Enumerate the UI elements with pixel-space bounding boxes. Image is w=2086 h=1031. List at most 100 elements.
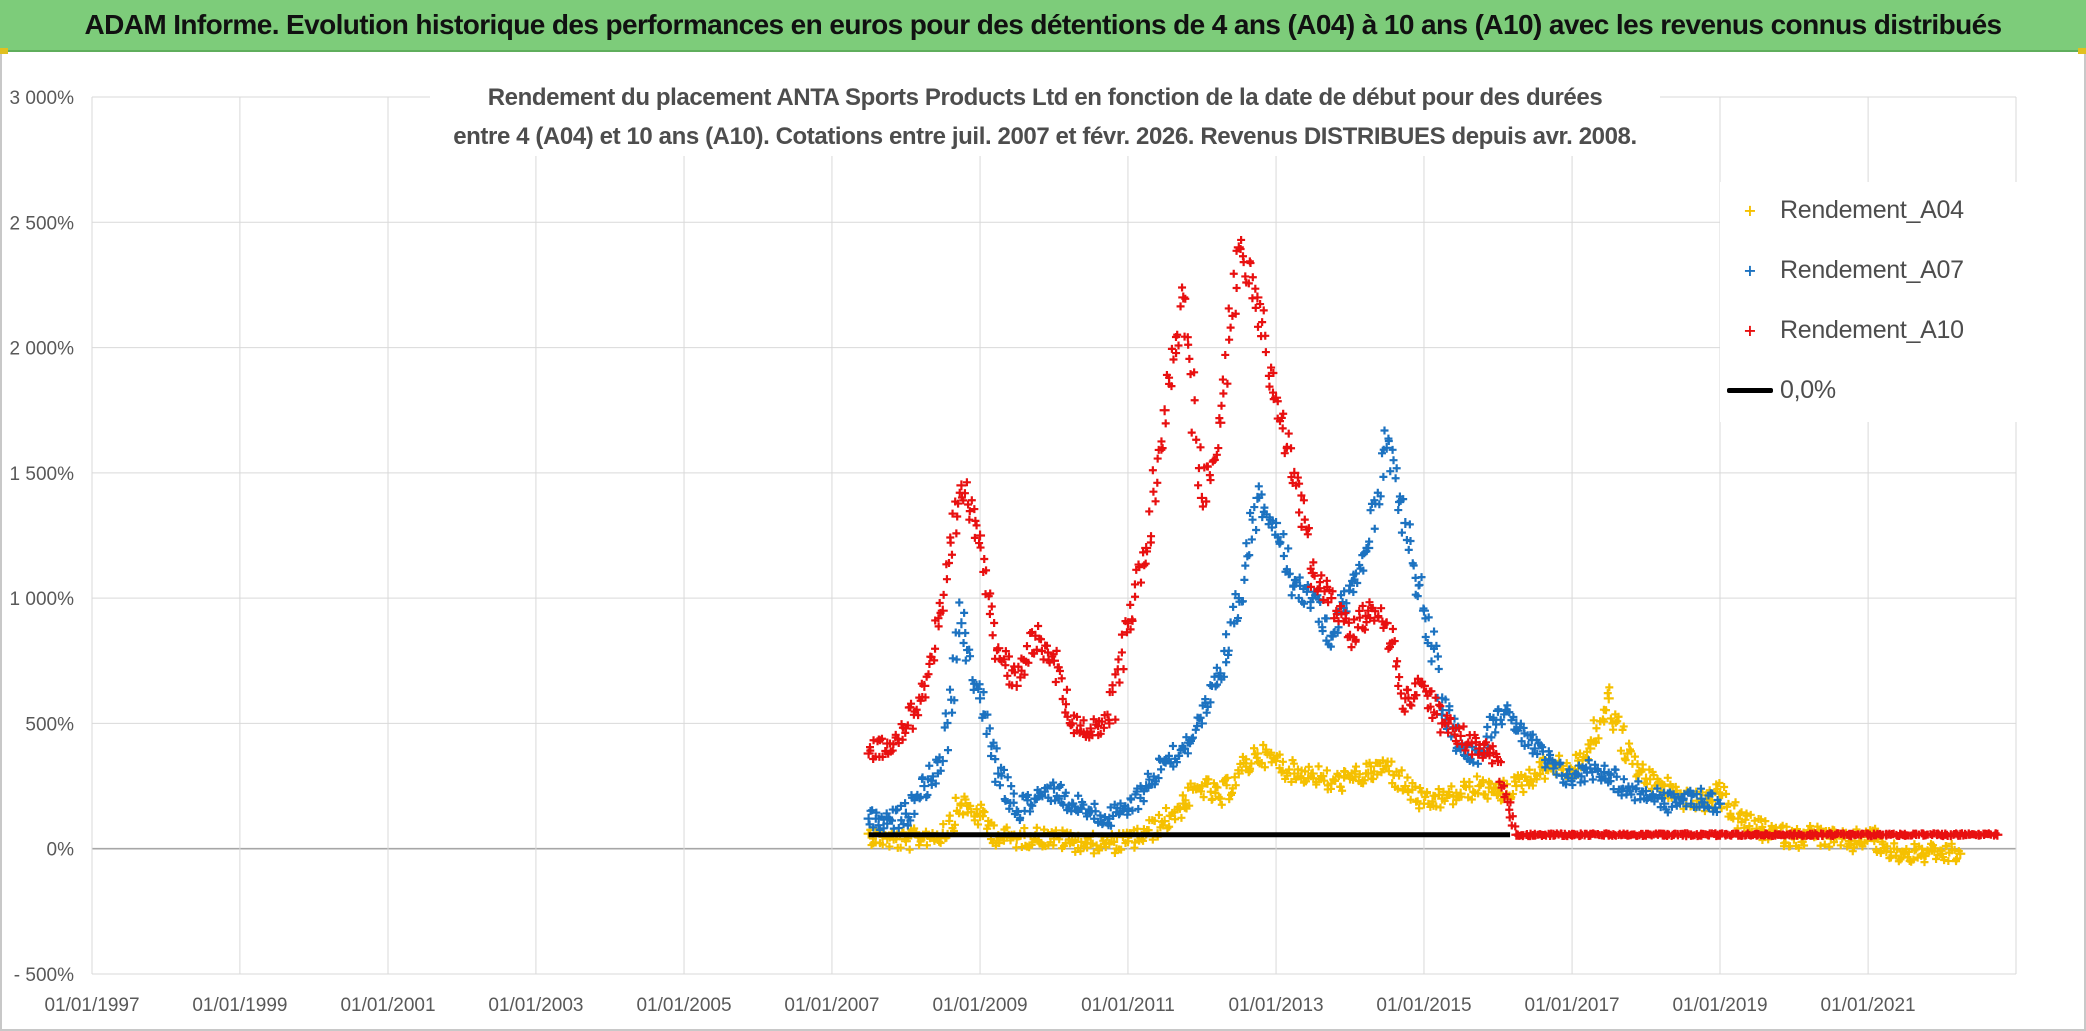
data-point	[1659, 798, 1670, 809]
scatter-mark	[1145, 507, 1154, 516]
scatter-mark	[928, 772, 937, 781]
scatter-mark	[1261, 331, 1270, 340]
scatter-mark	[1344, 618, 1353, 627]
data-point	[1326, 593, 1337, 604]
scatter-mark	[1336, 602, 1345, 611]
scatter-mark	[1638, 760, 1647, 769]
scatter-mark	[1309, 558, 1318, 567]
scatter-mark	[1304, 524, 1313, 533]
data-point	[975, 530, 986, 541]
scatter-mark	[1355, 606, 1364, 615]
scatter-mark	[1214, 444, 1223, 453]
scatter-mark	[1135, 563, 1144, 572]
scatter-mark	[1240, 575, 1249, 584]
scatter-mark	[1225, 335, 1234, 344]
scatter-mark	[1009, 798, 1018, 807]
scatter-mark	[995, 838, 1004, 847]
scatter-mark	[898, 735, 907, 744]
scatter-mark	[1565, 765, 1574, 774]
scatter-mark	[1378, 756, 1387, 765]
scatter-mark	[1258, 318, 1267, 327]
scatter-mark	[979, 806, 988, 815]
data-point	[919, 680, 930, 691]
scatter-mark	[1026, 807, 1035, 816]
scatter-mark	[1876, 849, 1885, 858]
scatter-mark	[1089, 849, 1098, 858]
scatter-mark	[953, 512, 962, 521]
scatter-mark	[1130, 838, 1139, 847]
data-point	[1049, 783, 1059, 794]
scatter-mark	[982, 566, 991, 575]
scatter-mark	[1932, 854, 1941, 863]
scatter-mark	[896, 843, 905, 852]
scatter-mark	[1003, 671, 1012, 680]
scatter-mark	[1427, 687, 1436, 696]
y-tick-label: 2 000%	[10, 339, 75, 360]
series-rendement-a04	[863, 683, 1966, 867]
scatter-mark	[1742, 809, 1751, 818]
data-point	[1345, 580, 1356, 591]
scatter-mark	[1627, 790, 1636, 799]
scatter-mark	[1591, 738, 1600, 747]
scatter-mark	[1186, 779, 1195, 788]
scatter-mark	[1711, 803, 1720, 812]
chart-frame	[0, 54, 2086, 1031]
scatter-mark	[1171, 815, 1180, 824]
x-tick-label: 01/01/2003	[488, 995, 583, 1016]
scatter-mark	[1273, 533, 1282, 542]
scatter-mark	[1169, 762, 1178, 771]
scatter-mark	[1150, 816, 1159, 825]
scatter-mark	[903, 821, 912, 830]
scatter-mark	[1299, 599, 1308, 608]
scatter-mark	[1167, 344, 1176, 353]
scatter-mark	[1511, 777, 1520, 786]
scatter-mark	[1944, 857, 1953, 866]
scatter-mark	[1700, 798, 1709, 807]
scatter-mark	[1070, 802, 1079, 811]
scatter-mark	[1441, 695, 1450, 704]
scatter-mark	[1032, 823, 1041, 832]
scatter-mark	[1910, 840, 1919, 849]
scatter-mark	[1377, 604, 1386, 613]
scatter-mark	[1614, 712, 1623, 721]
scatter-mark	[1165, 822, 1174, 831]
scatter-mark	[1192, 435, 1201, 444]
scatter-mark	[1184, 783, 1193, 792]
scatter-mark	[877, 734, 886, 743]
scatter-mark	[1229, 269, 1238, 278]
scatter-mark	[1076, 847, 1085, 856]
scatter-mark	[1517, 770, 1526, 779]
scatter-mark	[1611, 718, 1620, 727]
scatter-mark	[1619, 775, 1628, 784]
scatter-mark	[1543, 759, 1552, 768]
scatter-mark	[1062, 685, 1071, 694]
data-point	[1252, 292, 1263, 303]
scatter-mark	[1284, 429, 1293, 438]
banner-corner-left	[0, 48, 8, 54]
scatter-mark	[1424, 613, 1433, 622]
x-tick-label: 01/01/2005	[636, 995, 731, 1016]
scatter-mark	[1010, 668, 1019, 677]
scatter-mark	[1794, 843, 1803, 852]
scatter-mark	[1284, 544, 1293, 553]
x-tick-label: 01/01/2013	[1229, 995, 1324, 1016]
scatter-mark	[1630, 752, 1639, 761]
scatter-mark	[1061, 708, 1070, 717]
scatter-mark	[1087, 727, 1096, 736]
data-point	[1011, 680, 1022, 691]
scatter-mark	[1399, 495, 1408, 504]
scatter-mark	[1139, 797, 1148, 806]
scatter-mark	[1384, 767, 1393, 776]
scatter-mark	[1431, 792, 1440, 801]
data-point	[1178, 292, 1189, 303]
scatter-mark	[1353, 579, 1362, 588]
scatter-mark	[959, 639, 968, 648]
scatter-mark	[1278, 757, 1287, 766]
data-point	[1400, 517, 1411, 528]
scatter-mark	[1362, 618, 1371, 627]
scatter-mark	[1745, 822, 1754, 831]
scatter-mark	[1061, 788, 1070, 797]
scatter-mark	[1555, 751, 1564, 760]
scatter-mark	[946, 685, 955, 694]
scatter-mark	[1172, 758, 1181, 767]
